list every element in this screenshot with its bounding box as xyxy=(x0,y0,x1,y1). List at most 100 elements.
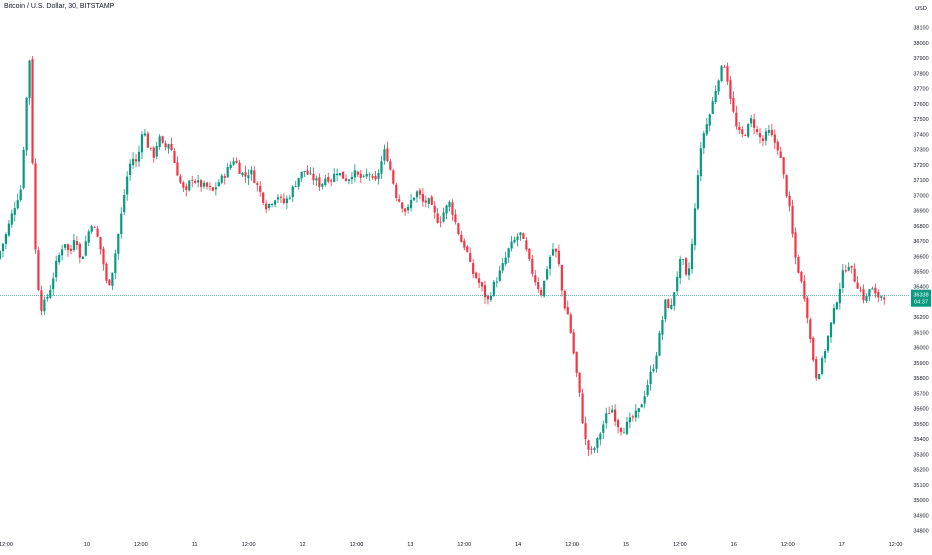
last-price-value: 36338 xyxy=(913,293,928,299)
candle-body xyxy=(821,358,824,375)
candle-body xyxy=(270,204,274,206)
candle-body xyxy=(584,423,587,440)
y-tick-label: 37900 xyxy=(913,56,928,62)
candle-body xyxy=(747,124,750,137)
candle-body xyxy=(149,147,152,149)
candle-body xyxy=(315,178,318,181)
candle-body xyxy=(265,203,268,210)
candle-body xyxy=(90,226,93,232)
candle-body xyxy=(4,234,8,244)
candle-body xyxy=(625,421,629,434)
candle-body xyxy=(711,101,714,114)
candle-body xyxy=(640,404,643,408)
candle-body xyxy=(105,263,108,281)
candle-body xyxy=(250,169,253,175)
candle-body xyxy=(755,129,759,133)
candle-body xyxy=(40,290,43,311)
candle-body xyxy=(732,97,735,112)
candle-body xyxy=(324,178,327,186)
candle-body xyxy=(75,241,78,245)
candle-body xyxy=(616,420,620,428)
candle-body xyxy=(554,248,558,252)
candle-body xyxy=(806,297,809,319)
candle-body xyxy=(69,248,73,251)
candle-body xyxy=(356,171,359,175)
candle-body xyxy=(407,206,410,211)
candle-body xyxy=(268,203,271,208)
candle-body xyxy=(622,432,626,434)
candle-body xyxy=(687,268,691,276)
candle-body xyxy=(72,240,76,251)
candle-body xyxy=(776,141,779,151)
candle-body xyxy=(223,175,226,178)
candle-body xyxy=(134,159,138,162)
candle-body xyxy=(575,351,578,373)
candle-body xyxy=(847,266,850,271)
candle-body xyxy=(87,231,90,243)
candle-body xyxy=(483,285,487,298)
candle-body xyxy=(338,173,342,176)
x-tick-label: 12:00 xyxy=(889,542,903,548)
candle-body xyxy=(566,307,569,315)
candle-body xyxy=(761,138,765,141)
candle-body xyxy=(596,438,599,448)
candle-body xyxy=(480,282,484,287)
candle-body xyxy=(578,372,581,393)
candle-body xyxy=(350,176,354,180)
candle-body xyxy=(241,172,244,176)
y-tick-label: 36500 xyxy=(913,270,928,276)
candle-body xyxy=(389,161,392,170)
candle-body xyxy=(28,60,31,99)
candle-body xyxy=(327,177,330,182)
candle-body xyxy=(392,170,395,184)
candle-body xyxy=(655,355,658,369)
candle-body xyxy=(78,243,81,258)
candle-body xyxy=(850,265,853,268)
candle-body xyxy=(551,249,555,256)
candle-body xyxy=(469,253,472,262)
candle-body xyxy=(803,281,806,299)
candle-body xyxy=(832,308,836,324)
candle-body xyxy=(528,248,531,260)
candle-body xyxy=(815,359,818,379)
candle-body xyxy=(838,288,841,304)
candle-body xyxy=(764,131,768,141)
candle-body xyxy=(344,178,348,181)
candle-body xyxy=(205,182,209,187)
candle-body xyxy=(58,255,61,263)
candle-body xyxy=(702,133,705,149)
x-tick-label: 12:00 xyxy=(134,542,148,548)
candle-body xyxy=(37,250,40,291)
candle-body xyxy=(779,151,782,158)
candle-body xyxy=(611,409,614,413)
candle-body xyxy=(25,97,28,151)
candle-body xyxy=(696,175,700,209)
candle-body xyxy=(690,243,694,270)
candle-body xyxy=(359,173,362,178)
candle-body xyxy=(99,236,102,250)
y-tick-label: 37300 xyxy=(913,148,928,154)
x-tick-label: 12:00 xyxy=(242,542,256,548)
candle-body xyxy=(108,279,111,286)
candle-body xyxy=(93,227,96,229)
candle-body xyxy=(220,175,223,183)
currency-label: USD xyxy=(915,6,927,12)
candle-body xyxy=(652,369,655,372)
candle-body xyxy=(330,180,333,182)
candle-body xyxy=(52,278,55,290)
candle-body xyxy=(217,182,220,187)
candle-body xyxy=(767,130,770,133)
candle-body xyxy=(235,160,238,163)
chart-title: Bitcoin / U.S. Dollar, 30, BITSTAMP xyxy=(4,3,115,10)
candle-body xyxy=(587,440,590,450)
candle-body xyxy=(297,177,300,187)
candle-body xyxy=(726,66,729,82)
candle-body xyxy=(176,162,179,176)
candle-body xyxy=(291,186,294,198)
candle-body xyxy=(81,256,84,260)
candle-body xyxy=(800,271,803,282)
candle-body xyxy=(835,302,839,309)
candle-body xyxy=(705,124,708,135)
